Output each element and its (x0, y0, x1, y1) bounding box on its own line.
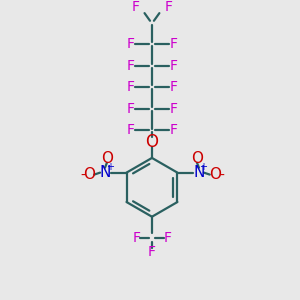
Text: O: O (191, 152, 203, 166)
Text: +: + (199, 162, 207, 172)
Text: F: F (164, 231, 172, 245)
Text: F: F (169, 59, 178, 73)
Text: F: F (126, 102, 134, 116)
Text: O: O (101, 152, 113, 166)
Text: F: F (169, 102, 178, 116)
Text: F: F (169, 37, 178, 51)
Text: F: F (132, 0, 140, 14)
Text: -: - (80, 169, 85, 183)
Text: F: F (148, 245, 156, 259)
Text: N: N (193, 165, 205, 180)
Text: F: F (126, 124, 134, 137)
Text: F: F (126, 37, 134, 51)
Text: F: F (169, 80, 178, 94)
Text: +: + (106, 162, 114, 172)
Text: O: O (83, 167, 95, 182)
Text: O: O (146, 133, 158, 151)
Text: F: F (126, 80, 134, 94)
Text: -: - (219, 169, 224, 183)
Text: O: O (208, 167, 220, 182)
Text: F: F (164, 0, 172, 14)
Text: F: F (126, 59, 134, 73)
Text: F: F (132, 231, 140, 245)
Text: F: F (169, 124, 178, 137)
Text: N: N (99, 165, 111, 180)
